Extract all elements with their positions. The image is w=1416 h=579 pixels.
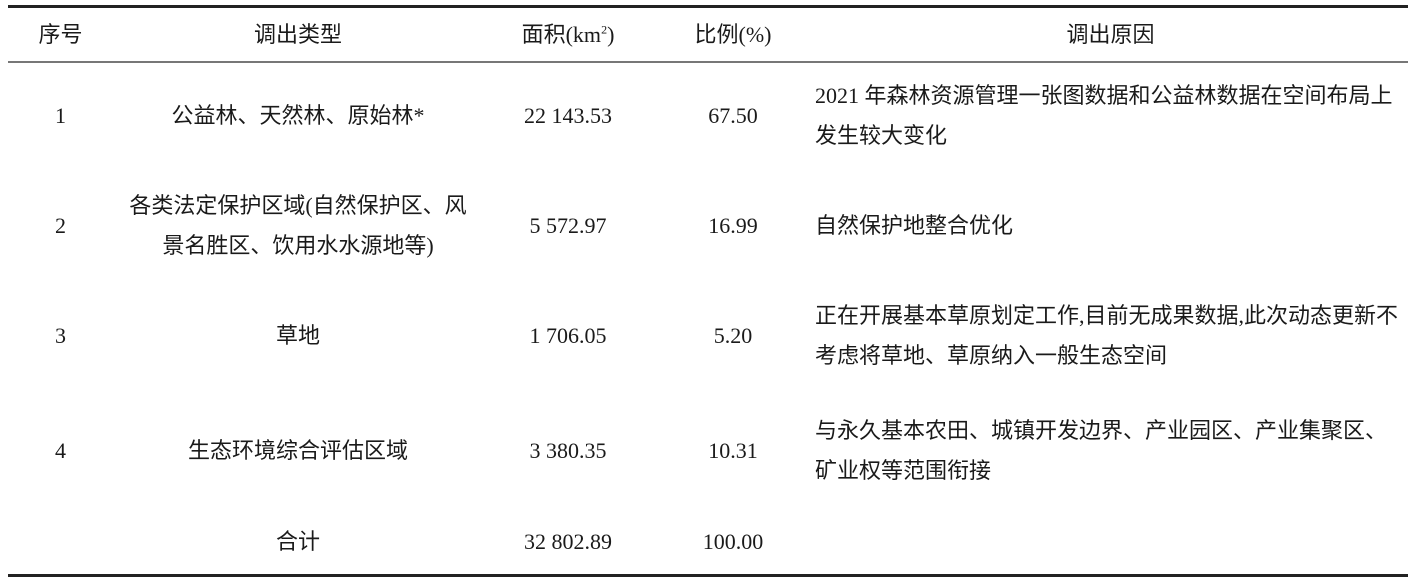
table-row: 2 各类法定保护区域(自然保护区、风景名胜区、饮用水水源地等) 5 572.97… [8,171,1408,281]
cell-index: 3 [55,323,66,348]
total-area: 32 802.89 [524,529,612,554]
cell-ratio: 67.50 [708,103,758,128]
top-rule [8,5,1408,8]
header-index: 序号 [38,21,83,47]
table-row: 4 生态环境综合评估区域 3 380.35 10.31 与永久基本农田、城镇开发… [8,391,1408,511]
total-label: 合计 [275,529,320,554]
cell-type: 草地 [275,323,320,348]
header-area-text: 面积(km [521,21,602,47]
cell-index: 1 [55,103,66,128]
cell-empty [813,511,1408,573]
header-rule [8,61,1408,63]
header-row: 序号 调出类型 面积(km2) 比例(%) 调出原因 [8,8,1408,61]
cell-type: 公益林、天然林、原始林* [171,103,425,128]
table-row: 1 公益林、天然林、原始林* 22 143.53 67.50 2021 年森林资… [8,61,1408,171]
data-table: 序号 调出类型 面积(km2) 比例(%) 调出原因 1 公益林、天然林、原始林… [8,8,1408,573]
cell-reason: 自然保护地整合优化 [815,213,1014,238]
cell-index: 4 [55,438,66,463]
cell-area: 1 706.05 [529,323,607,348]
cell-area: 3 380.35 [529,438,607,463]
cell-type: 各类法定保护区域(自然保护区、风景名胜区、饮用水水源地等) [129,193,467,258]
total-row: 合计 32 802.89 100.00 [8,511,1408,573]
cell-type: 生态环境综合评估区域 [187,438,408,463]
total-ratio: 100.00 [702,529,764,554]
table-row: 3 草地 1 706.05 5.20 正在开展基本草原划定工作,目前无成果数据,… [8,281,1408,391]
header-area-sup: 2 [601,22,608,37]
cell-ratio: 16.99 [708,213,758,238]
header-area-close: ) [607,21,615,47]
header-area: 面积(km2) [483,8,653,61]
cell-reason: 2021 年森林资源管理一张图数据和公益林数据在空间布局上发生较大变化 [815,83,1393,148]
bottom-rule [8,574,1408,577]
header-reason: 调出原因 [1066,21,1155,47]
header-type: 调出类型 [253,21,342,47]
cell-area: 22 143.53 [524,103,612,128]
cell-empty [8,511,113,573]
cell-ratio: 5.20 [713,323,753,348]
cell-ratio: 10.31 [708,438,758,463]
cell-index: 2 [55,213,66,238]
cell-reason: 与永久基本农田、城镇开发边界、产业园区、产业集聚区、矿业权等范围衔接 [815,418,1388,483]
header-ratio: 比例(%) [694,21,772,47]
cell-area: 5 572.97 [529,213,607,238]
cell-reason: 正在开展基本草原划定工作,目前无成果数据,此次动态更新不考虑将草地、草原纳入一般… [815,303,1399,368]
